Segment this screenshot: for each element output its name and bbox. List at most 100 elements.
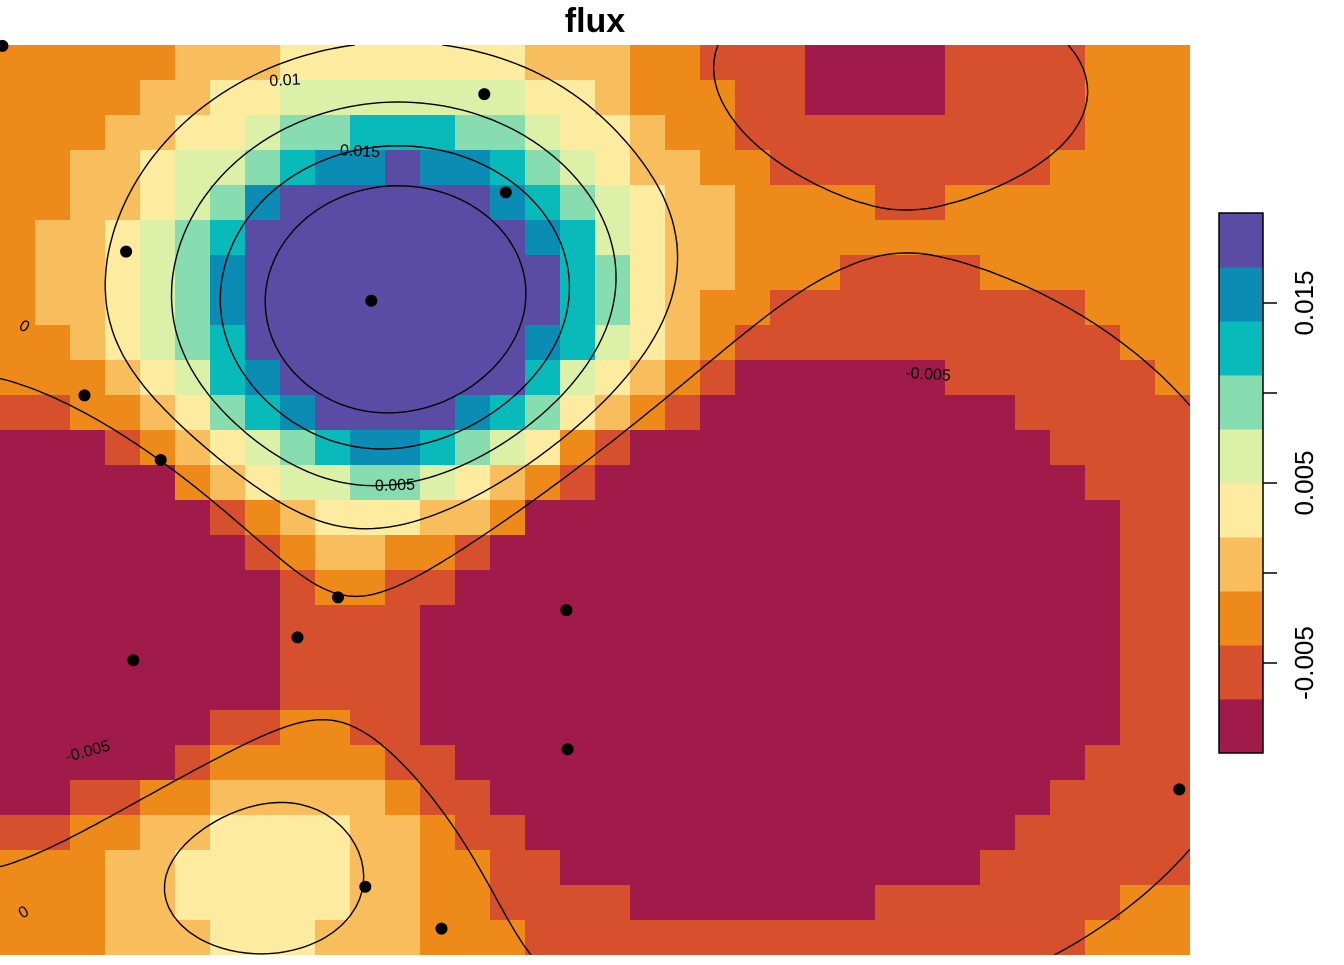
heatmap-cell [315,290,351,326]
heatmap-cell [910,465,946,501]
heatmap-cell [175,45,211,81]
heatmap-cell [665,500,701,536]
heatmap-cell [735,45,771,81]
heatmap-cell [665,255,701,291]
heatmap-cell [595,710,631,746]
heatmap-cell [350,45,386,81]
heatmap-cell [420,745,456,781]
heatmap-cell [35,220,71,256]
heatmap-cell [980,885,1016,921]
heatmap-cell [735,710,771,746]
heatmap-cell [910,710,946,746]
heatmap-cell [1120,710,1156,746]
heatmap-cell [280,570,316,606]
heatmap-cell [1015,500,1051,536]
heatmap-cell [560,780,596,816]
heatmap-cell [700,710,736,746]
heatmap-cell [805,780,841,816]
heatmap-cell [1085,465,1121,501]
heatmap-cell [910,815,946,851]
heatmap-cell [840,815,876,851]
heatmap-cell [35,430,71,466]
heatmap-cell [1155,325,1190,361]
heatmap-cell [70,465,106,501]
heatmap-cell [735,535,771,571]
heatmap-cell [385,185,421,221]
heatmap-cell [0,220,36,256]
heatmap-cell [1155,465,1190,501]
heatmap-cell [175,325,211,361]
heatmap-cell [910,395,946,431]
heatmap-cell [700,255,736,291]
heatmap-cell [140,570,176,606]
heatmap-cell [910,605,946,641]
heatmap-cell [840,325,876,361]
heatmap-cell [210,850,246,886]
heatmap-cell [315,430,351,466]
heatmap-cell [175,570,211,606]
legend-swatch [1219,483,1263,538]
heatmap-cell [280,920,316,955]
heatmap-cell [280,115,316,151]
heatmap-cell [385,920,421,955]
heatmap-cell [140,850,176,886]
heatmap-cell [210,675,246,711]
sample-point [332,591,344,604]
heatmap-cell [1155,710,1190,746]
heatmap-cell [0,885,36,921]
sample-point [560,604,573,617]
heatmap-cell [630,430,666,466]
heatmap-cell [595,850,631,886]
heatmap-cell [910,80,946,116]
heatmap-cell [840,220,876,256]
heatmap-cell [945,395,981,431]
heatmap-cell [910,500,946,536]
heatmap-cell [1120,535,1156,571]
heatmap-cell [35,185,71,221]
heatmap-cell [175,150,211,186]
heatmap-cell [280,360,316,396]
heatmap-cell [630,255,666,291]
heatmap-cell [35,815,71,851]
heatmap-cell [840,465,876,501]
heatmap-cell [245,640,281,676]
heatmap-cell [630,80,666,116]
heatmap-cell [560,115,596,151]
heatmap-cell [1120,465,1156,501]
sample-point [499,186,512,199]
heatmap-cell [385,570,421,606]
heatmap-cell [700,815,736,851]
heatmap-cell [525,150,561,186]
heatmap-cell [735,80,771,116]
heatmap-cell [665,535,701,571]
heatmap-cell [980,745,1016,781]
heatmap-cell [840,360,876,396]
heatmap-cell [490,325,526,361]
heatmap-cell [245,675,281,711]
heatmap-cell [735,465,771,501]
heatmap-cell [875,640,911,676]
heatmap-cell [210,745,246,781]
heatmap-cell [350,115,386,151]
heatmap-cell [665,885,701,921]
heatmap-cell [945,570,981,606]
heatmap-cell [700,640,736,676]
heatmap-cell [735,920,771,955]
heatmap-cell [280,815,316,851]
heatmap-cell [910,255,946,291]
heatmap-cell [70,850,106,886]
heatmap-cell [70,220,106,256]
heatmap-cell [245,220,281,256]
heatmap-cell [35,675,71,711]
heatmap-cell [595,815,631,851]
sample-point [78,389,91,402]
heatmap-cell [1050,150,1086,186]
heatmap-cell [1085,325,1121,361]
heatmap-cell [1085,570,1121,606]
heatmap-cell [385,325,421,361]
heatmap-cell [945,815,981,851]
heatmap-cell [1015,115,1051,151]
heatmap-cell [105,710,141,746]
heatmap-cell [805,325,841,361]
sample-point [154,454,167,466]
